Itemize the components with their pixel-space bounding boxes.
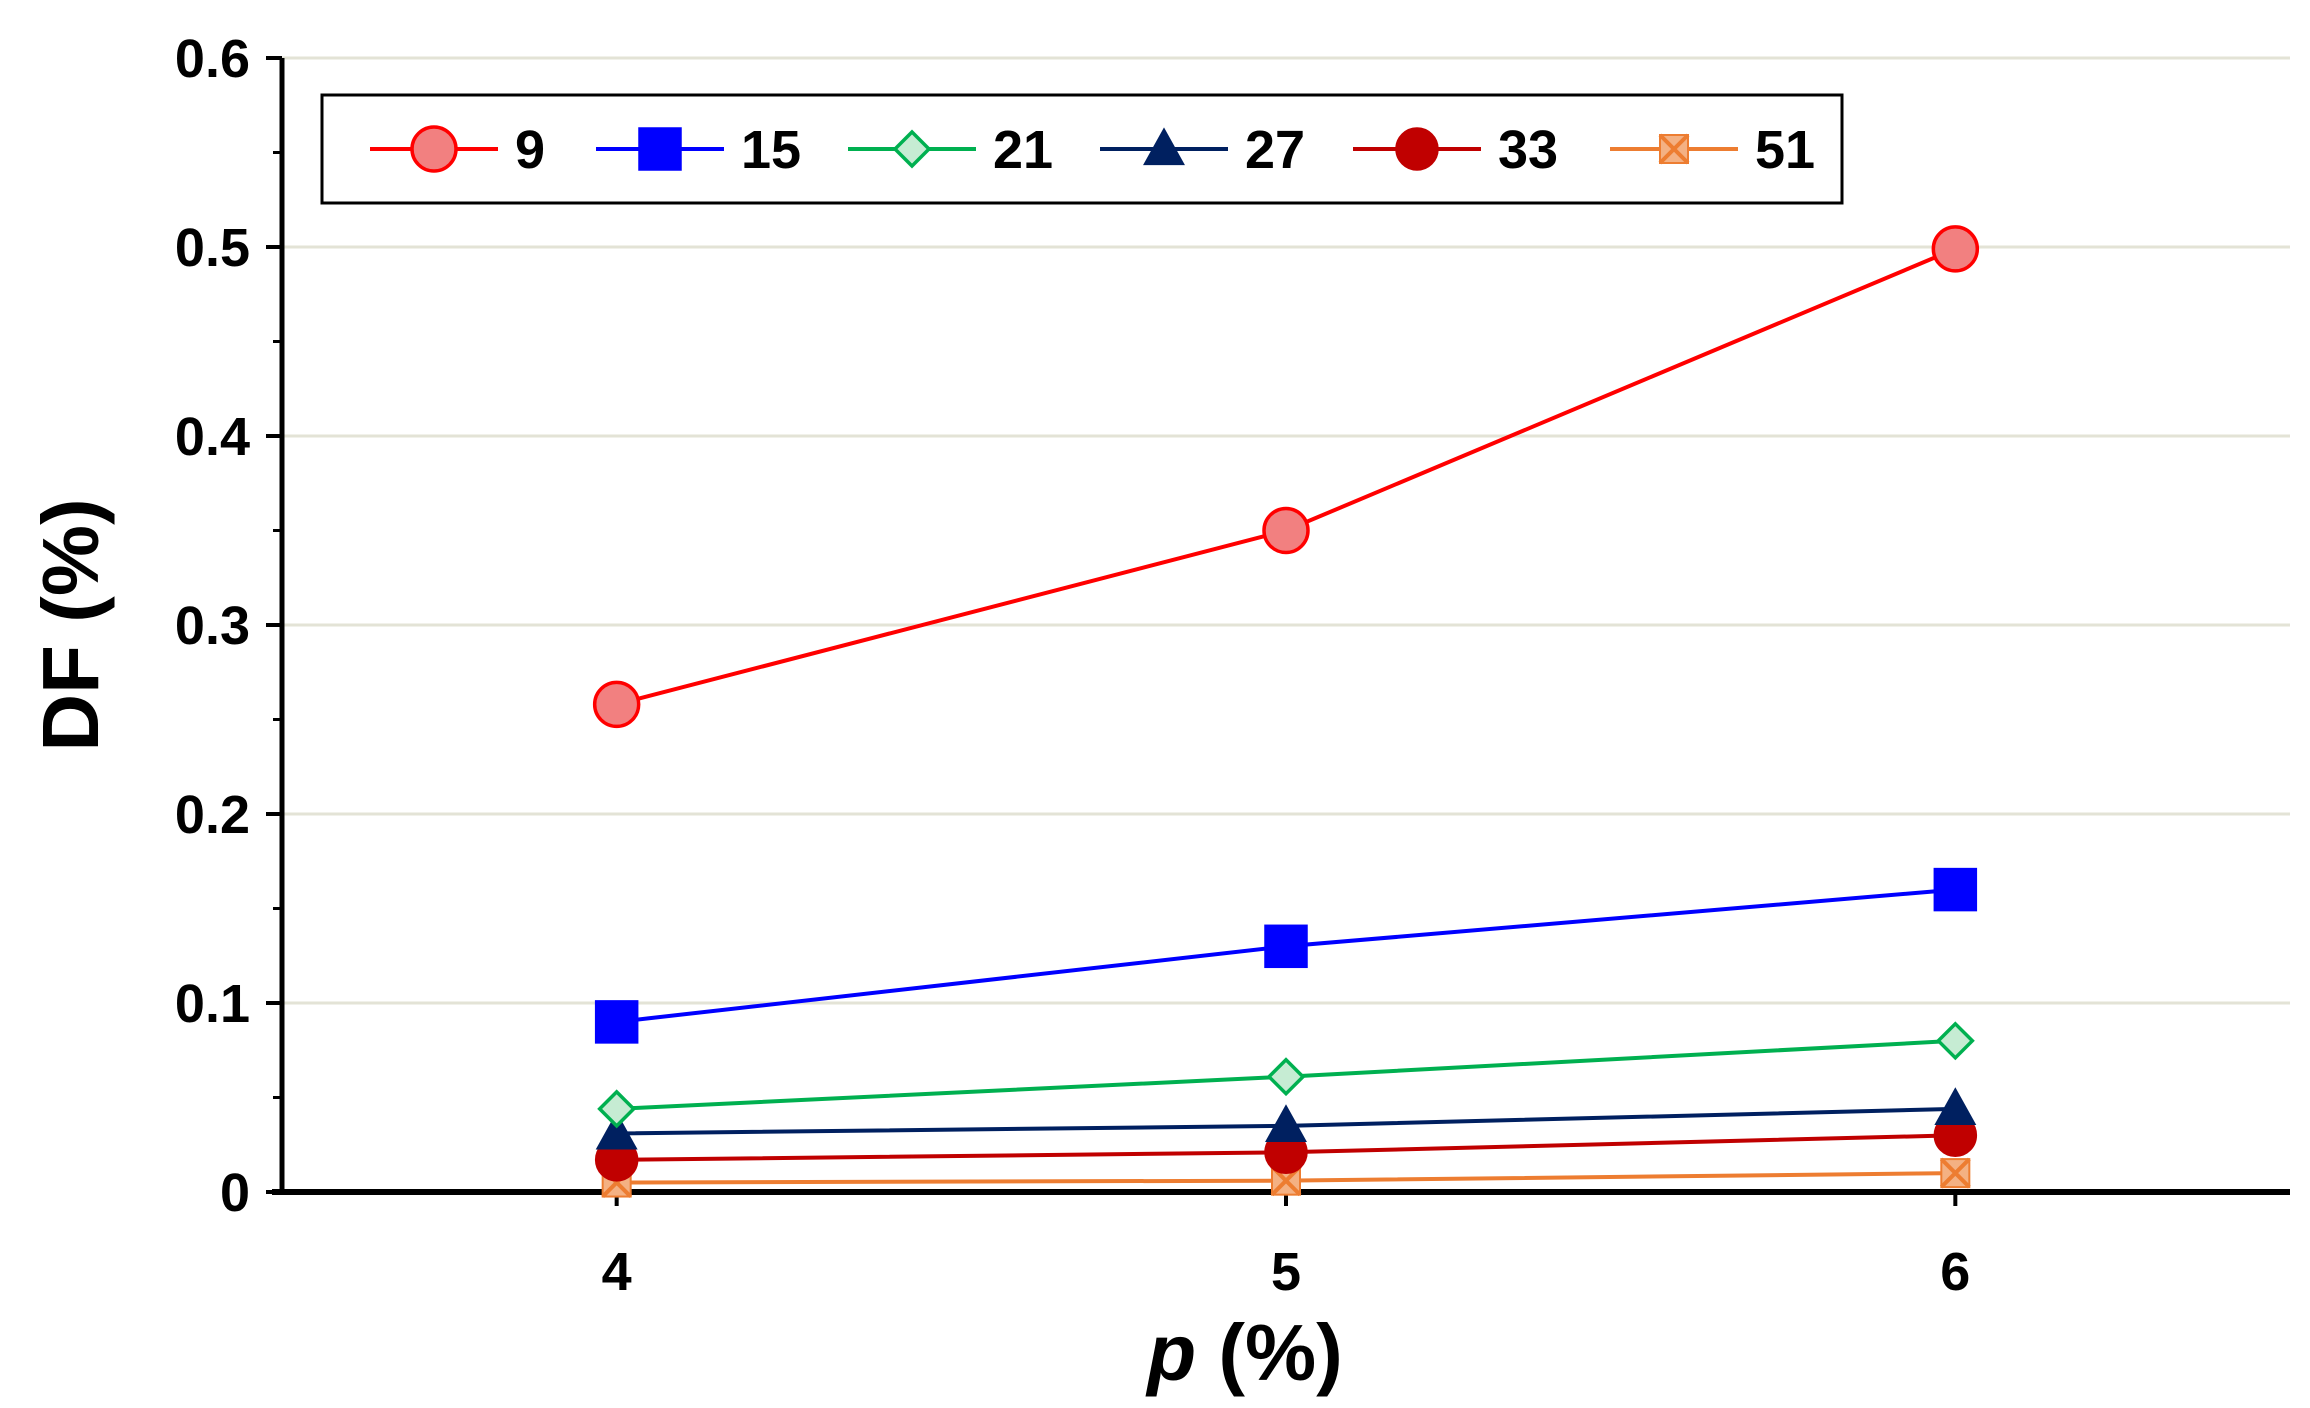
series-27	[595, 1087, 1977, 1150]
axes: 0 0.1 0.2 0.3 0.4 0.5 0.6 4 5 6	[175, 29, 2290, 1302]
y-tick-label: 0.3	[175, 596, 250, 656]
x-axis-title: p (%)	[1145, 1308, 1343, 1397]
legend-item-51: 51	[1610, 120, 1815, 180]
y-axis-title: DF (%)	[26, 498, 115, 751]
x-axis-title-variable: p	[1145, 1308, 1196, 1397]
legend-item-9: 9	[370, 120, 545, 180]
data-point-21-5	[1266, 1057, 1306, 1097]
series-21	[597, 1021, 1975, 1129]
data-point-27-5	[1265, 1104, 1307, 1142]
y-tick-label: 0.6	[175, 29, 250, 89]
legend-marker-27	[1143, 127, 1185, 166]
data-point-15-6	[1933, 867, 1978, 912]
legend-label-27: 27	[1245, 120, 1305, 180]
legend-item-27: 27	[1100, 120, 1305, 180]
legend-box	[320, 93, 1844, 205]
data-point-51-6-cross	[1939, 1157, 1971, 1189]
data-point-27-6	[1934, 1087, 1977, 1125]
data-point-15-5	[1264, 924, 1308, 969]
legend-item-33: 33	[1353, 120, 1558, 180]
legend-marker-33	[1395, 127, 1439, 171]
data-point-15-4	[594, 1000, 639, 1044]
legend-marker-15	[638, 127, 682, 171]
data-point-27-4	[595, 1111, 638, 1150]
series-9	[592, 225, 1980, 729]
legend-marker-9	[410, 125, 458, 173]
legend-label-51: 51	[1755, 120, 1815, 180]
x-tick-label: 5	[1271, 1242, 1301, 1302]
data-point-9-5	[1262, 506, 1310, 555]
data-point-9-6	[1931, 225, 1980, 273]
y-tick-label: 0.2	[175, 785, 250, 845]
series-line-9	[616, 247, 1957, 707]
legend-label-33: 33	[1498, 120, 1558, 180]
x-tick-label: 4	[602, 1242, 632, 1302]
legend-marker-51-cross	[1658, 133, 1690, 165]
x-axis-title-unit: (%)	[1196, 1308, 1343, 1397]
gridlines	[282, 56, 2290, 1005]
legend-marker-21	[892, 129, 932, 169]
legend-item-21: 21	[848, 120, 1053, 180]
data-point-21-4	[597, 1089, 637, 1129]
legend-marker-51	[1658, 133, 1690, 165]
y-tick-label: 0.5	[175, 218, 250, 278]
legend-label-15: 15	[741, 120, 801, 180]
y-tick-label: 0	[220, 1163, 250, 1223]
legend: 9 15 21 27 33 51	[320, 93, 1844, 205]
y-tick-label: 0.1	[175, 974, 250, 1034]
data-point-9-4	[592, 680, 641, 729]
x-tick-label: 6	[1940, 1242, 1970, 1302]
series-15	[594, 867, 1978, 1044]
legend-item-15: 15	[596, 120, 801, 180]
data-series	[592, 225, 1980, 1198]
y-tick-label: 0.4	[175, 407, 250, 467]
legend-label-9: 9	[515, 120, 545, 180]
data-point-21-6	[1935, 1021, 1975, 1061]
legend-label-21: 21	[993, 120, 1053, 180]
data-point-51-6	[1939, 1157, 1971, 1189]
